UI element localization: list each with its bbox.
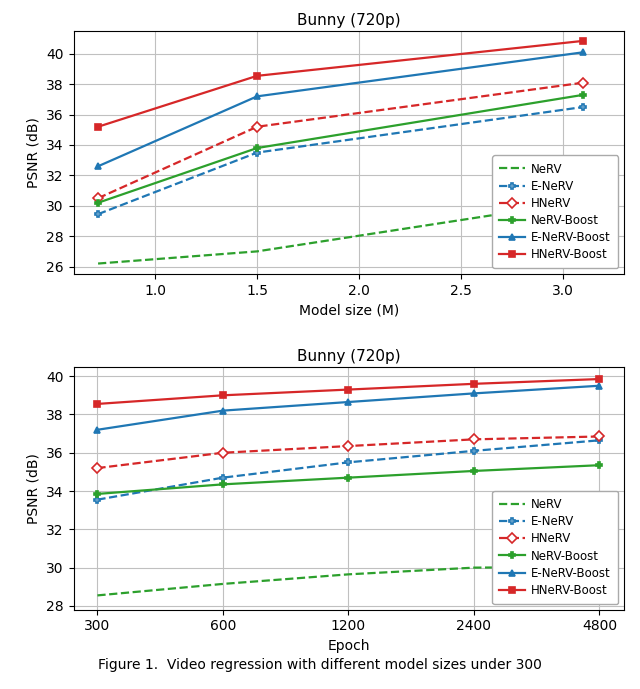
Text: Figure 1.  Video regression with different model sizes under 300: Figure 1. Video regression with differen… bbox=[98, 658, 542, 672]
Y-axis label: PSNR (dB): PSNR (dB) bbox=[27, 117, 41, 188]
Title: Bunny (720p): Bunny (720p) bbox=[297, 14, 401, 28]
X-axis label: Epoch: Epoch bbox=[328, 639, 370, 653]
Legend: NeRV, E-NeRV, HNeRV, NeRV-Boost, E-NeRV-Boost, HNeRV-Boost: NeRV, E-NeRV, HNeRV, NeRV-Boost, E-NeRV-… bbox=[492, 156, 618, 268]
X-axis label: Model size (M): Model size (M) bbox=[299, 303, 399, 318]
Title: Bunny (720p): Bunny (720p) bbox=[297, 349, 401, 364]
Y-axis label: PSNR (dB): PSNR (dB) bbox=[27, 453, 41, 524]
Legend: NeRV, E-NeRV, HNeRV, NeRV-Boost, E-NeRV-Boost, HNeRV-Boost: NeRV, E-NeRV, HNeRV, NeRV-Boost, E-NeRV-… bbox=[492, 491, 618, 604]
